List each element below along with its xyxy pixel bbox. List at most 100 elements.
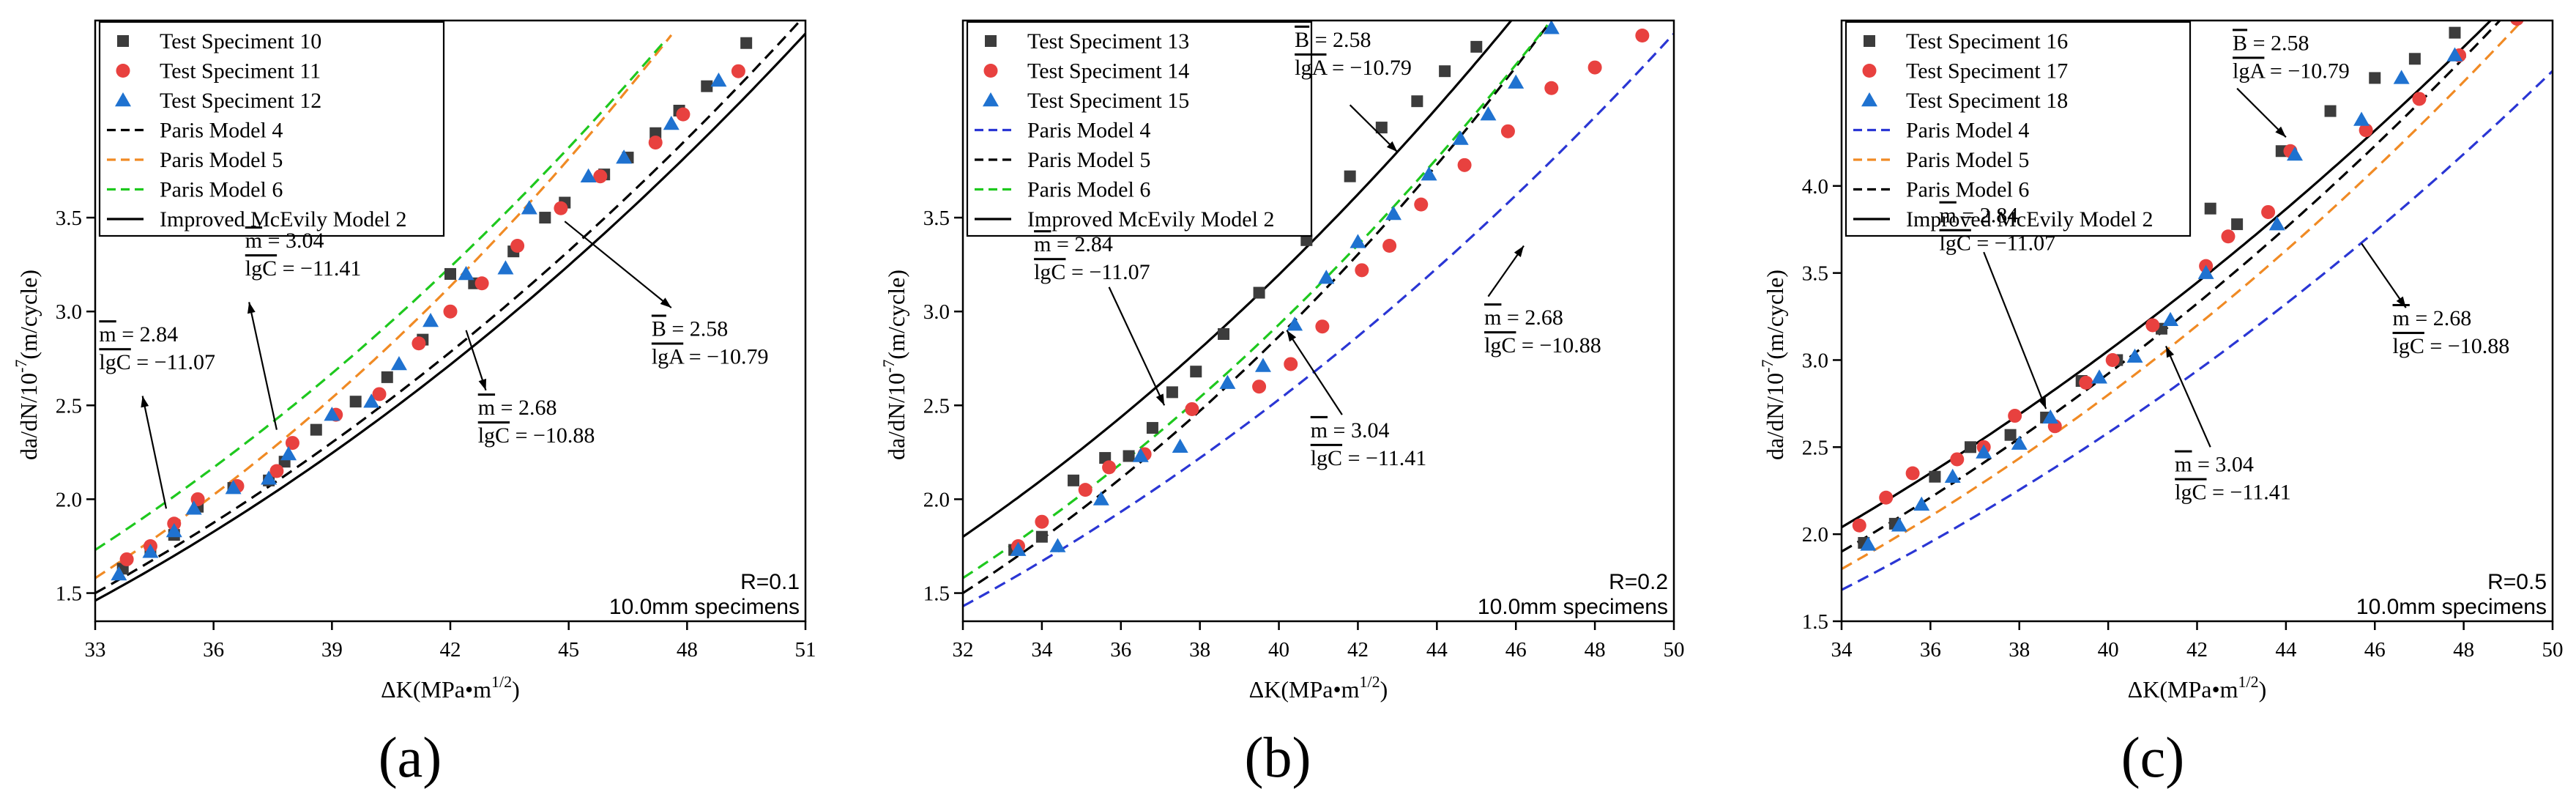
legend-label: Paris Model 5: [160, 148, 283, 172]
x-tick-label: 45: [558, 638, 579, 662]
data-point-s3: [142, 544, 159, 558]
legend-marker: [115, 92, 131, 107]
data-point-s3: [1480, 106, 1497, 121]
legend-label: Test Speciment 15: [1027, 89, 1189, 113]
data-point-s2: [554, 201, 568, 215]
annotation: m = 2.68 lgC = −10.88: [2361, 242, 2509, 358]
annotation-arrowhead: [247, 302, 256, 314]
annotation-arrow: [248, 302, 278, 430]
note-specimens: 10.0mm specimens: [1478, 595, 1668, 619]
x-tick-label: 36: [1110, 638, 1131, 662]
data-point-s3: [1976, 444, 1992, 459]
data-point-s3: [1350, 234, 1366, 248]
chart-panel-1: 33 36 39 42 45 48 51 1.5 2.0 2.5 3.0 3.5 ΔK(MPa•m1/2…: [12, 19, 816, 789]
annotation-line-2: lgA = −10.79: [1295, 56, 1412, 80]
x-tick-label: 50: [2542, 638, 2564, 662]
data-point-s2: [1879, 490, 1894, 505]
data-point-s2: [1315, 319, 1330, 334]
data-point-s1: [1964, 441, 1976, 453]
annotation-arrowhead: [141, 396, 149, 408]
data-point-s3: [1944, 468, 1961, 483]
data-point-s1: [1470, 40, 1483, 53]
data-point-s2: [1457, 158, 1472, 172]
data-point-s1: [1146, 422, 1158, 434]
data-point-s3: [2353, 111, 2370, 126]
model-curves: [963, 21, 1674, 607]
data-point-s3: [1172, 438, 1188, 453]
annotation-line-1: m = 3.04: [1311, 418, 1390, 442]
annotation-line-1: m = 2.68: [478, 396, 557, 420]
data-point-s1: [2324, 105, 2337, 117]
data-point-s3: [2393, 70, 2410, 84]
annotation-line-1: m = 2.84: [99, 322, 178, 347]
legend: Test Speciment 13 Test Speciment 14 Test S…: [966, 21, 1313, 237]
annotation-arrowhead: [660, 297, 671, 308]
data-point-s3: [324, 407, 340, 421]
data-point-s2: [648, 136, 663, 150]
data-point-s3: [2491, 4, 2507, 18]
model-curve-3: [95, 42, 665, 551]
data-point-s1: [1929, 470, 1941, 483]
data-point-s3: [1508, 74, 1525, 89]
data-point-s3: [363, 393, 380, 408]
annotation: B = 2.58 lgA = −10.79: [1295, 28, 1412, 153]
x-tick-label: 44: [1426, 638, 1448, 662]
data-point-s3: [1287, 316, 1303, 331]
data-point-s3: [1385, 205, 1401, 221]
data-point-s3: [2091, 369, 2107, 384]
data-point-s2: [1284, 357, 1298, 371]
data-point-s1: [2231, 218, 2244, 231]
data-point-s3: [165, 523, 182, 538]
data-point-s3: [2011, 435, 2028, 450]
annotation-line-1: m = 2.84: [1034, 232, 1113, 256]
x-tick-label: 33: [85, 638, 106, 662]
data-point-s3: [1421, 166, 1437, 181]
x-axis-title: ΔK(MPa•m1/2): [2128, 673, 2267, 703]
data-point-s2: [443, 304, 458, 319]
legend: Test Speciment 16 Test Speciment 17 Test S…: [1844, 21, 2192, 237]
data-point-s3: [1219, 374, 1236, 389]
x-tick-label: 36: [203, 638, 224, 662]
data-point-s3: [616, 149, 633, 164]
x-tick-label: 48: [1585, 638, 1606, 662]
data-point-s2: [1355, 263, 1369, 278]
data-point-s1: [349, 396, 362, 408]
data-point-s1: [701, 80, 713, 92]
data-point-s3: [185, 500, 202, 515]
data-point-s3: [390, 355, 407, 371]
annotation-arrow: [1349, 104, 1399, 153]
data-point-s1: [444, 267, 456, 280]
data-point-s3: [111, 566, 127, 581]
note-ratio: R=0.1: [740, 570, 800, 594]
data-point-s2: [2145, 318, 2160, 333]
data-point-s2: [1078, 483, 1092, 497]
y-tick-label: 1.5: [1802, 610, 1828, 634]
data-point-s2: [474, 276, 489, 291]
model-curve-1: [963, 32, 1674, 607]
data-point-s2: [593, 169, 608, 184]
data-point-s2: [2412, 92, 2427, 106]
annotation: m = 2.84 lgC = −11.07: [99, 322, 215, 509]
legend-box: [966, 21, 1313, 237]
annotation-arrowhead: [1386, 141, 1398, 152]
data-point-s1: [1035, 530, 1048, 543]
data-point-s2: [1185, 401, 1199, 416]
legend-label: Test Speciment 13: [1027, 29, 1189, 53]
y-tick-label: 2.0: [56, 488, 82, 511]
y-tick-label: 3.5: [1802, 262, 1828, 286]
x-tick-label: 51: [795, 638, 816, 662]
data-point-s3: [1543, 21, 1560, 34]
data-point-s3: [422, 313, 439, 327]
annotation-arrowhead: [2038, 397, 2047, 410]
data-point-s3: [663, 115, 680, 130]
data-point-s1: [1253, 286, 1265, 299]
data-point-s2: [1035, 514, 1049, 529]
data-point-s3: [1092, 491, 1109, 505]
annotation-line-1: m = 2.84: [1940, 204, 2019, 228]
annotation-arrowhead: [2396, 296, 2406, 308]
x-tick-label: 40: [2098, 638, 2119, 662]
data-point-s1: [2449, 26, 2461, 39]
annotation: m = 2.84 lgC = −11.07: [1940, 204, 2055, 410]
data-point-s1: [381, 371, 393, 383]
legend: Test Speciment 10 Test Speciment 11 Test S…: [98, 21, 445, 237]
